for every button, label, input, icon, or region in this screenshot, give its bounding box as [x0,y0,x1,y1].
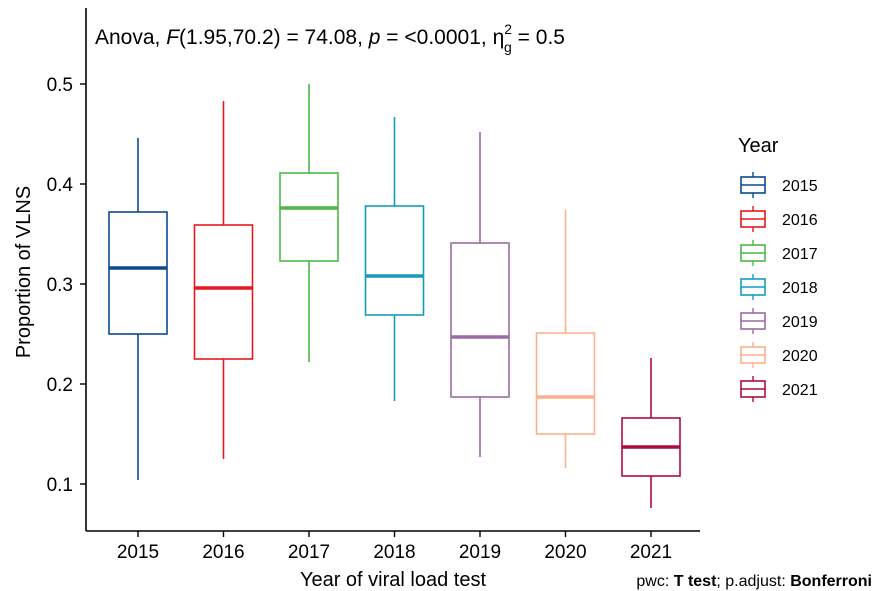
box-2016 [193,101,254,459]
box-group [108,84,681,508]
x-tick-label: 2018 [373,542,415,563]
legend-label: 2019 [782,314,818,331]
legend-label: 2016 [782,212,818,229]
box-2021 [621,358,681,508]
box-iqr [279,172,339,262]
box-2020 [535,210,596,468]
legend-item-2017: 2017 [740,240,818,266]
box-iqr [364,205,425,316]
x-tick-label: 2020 [544,542,586,563]
legend-item-2016: 2016 [740,206,818,232]
legend-label: 2021 [782,382,818,399]
x-axis-title: Year of viral load test [300,569,486,591]
y-tick-label: 0.2 [47,375,73,396]
x-tick-label: 2019 [459,542,501,563]
box-iqr [450,242,510,398]
chart-title: Anova, F(1.95,70.2) = 74.08, p = <0.0001… [95,21,565,55]
legend-label: 2020 [782,348,818,365]
x-tick-label: 2016 [202,542,244,563]
legend-item-2019: 2019 [740,308,818,334]
x-tick-label: 2017 [288,542,330,563]
box-iqr [108,211,168,335]
legend-item-2018: 2018 [740,274,818,300]
box-2019 [450,132,510,457]
caption: pwc: T test; p.adjust: Bonferroni [636,573,872,590]
y-tick-label: 0.4 [47,175,74,196]
box-2017 [279,84,339,362]
box-2018 [364,117,425,401]
legend-item-2015: 2015 [740,172,818,198]
x-tick-label: 2021 [630,542,672,563]
legend-label: 2018 [782,280,818,297]
x-axis-ticks: 2015 2016 2017 2018 2019 2020 2021 [117,531,672,563]
y-tick-label: 0.1 [47,475,73,496]
y-axis-title: Proportion of VLNS [13,186,35,358]
legend-title: Year [738,135,779,157]
box-2015 [108,138,168,480]
legend-label: 2015 [782,178,818,195]
box-iqr [193,224,254,360]
y-tick-label: 0.5 [47,75,73,96]
x-tick-label: 2015 [117,542,159,563]
legend-item-2020: 2020 [740,342,818,368]
legend-label: 2017 [782,246,818,263]
y-axis-ticks: 0.1 0.2 0.3 0.4 0.5 [47,75,86,496]
box-iqr [535,332,596,435]
legend-item-2021: 2021 [740,376,818,402]
y-tick-label: 0.3 [47,275,73,296]
legend: Year 2015 2016 2017 2018 2019 2020 2021 [738,135,818,402]
